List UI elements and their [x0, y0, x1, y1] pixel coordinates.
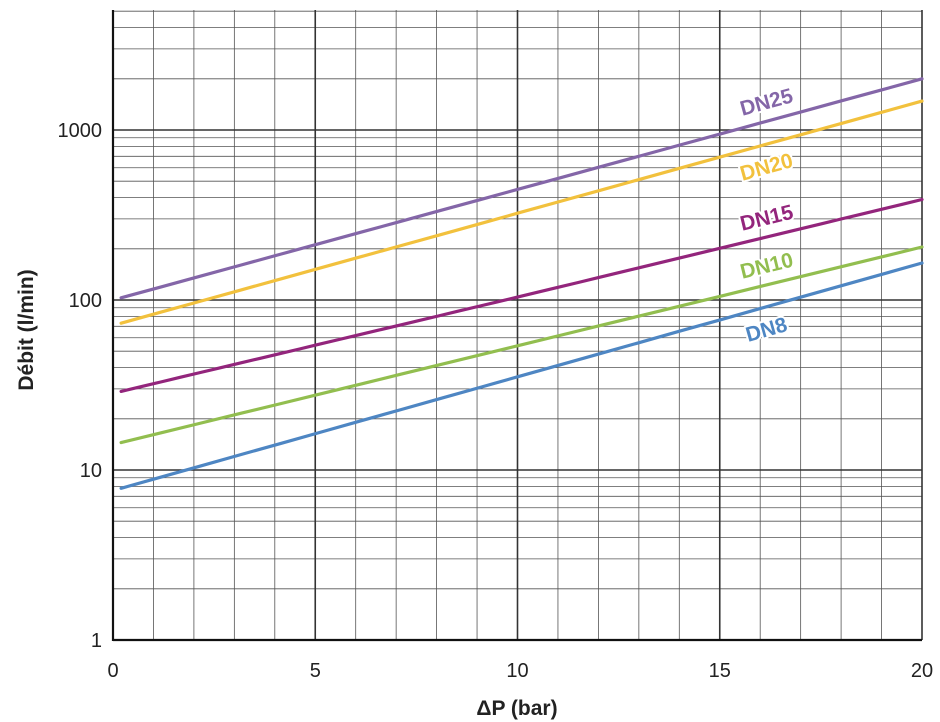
y-axis-title: Débit (l/min) [15, 269, 38, 390]
series-line-dn15 [119, 197, 924, 393]
y-tick-label: 1000 [58, 120, 103, 142]
y-tick-label: 1 [91, 630, 102, 652]
x-tick-label: 15 [709, 660, 731, 682]
y-tick-label: 100 [69, 290, 102, 312]
x-tick-label: 10 [506, 660, 528, 682]
tick-labels: 0 5 10 15 20 1 10 100 1000 [58, 120, 934, 682]
series-line-dn10 [119, 245, 924, 445]
series-line-dn8 [119, 261, 924, 490]
series-lines [119, 77, 924, 490]
x-axis-title: ΔP (bar) [476, 697, 557, 720]
series-label-dn20: DN20 [738, 149, 796, 186]
series-line-dn20 [119, 99, 924, 325]
series-line-dn25 [119, 77, 924, 300]
y-tick-label: 10 [80, 460, 102, 482]
x-tick-label: 20 [911, 660, 933, 682]
axes [111, 10, 922, 642]
x-tick-label: 0 [107, 660, 118, 682]
series-label-dn8: DN8 [743, 313, 790, 347]
x-tick-label: 5 [310, 660, 321, 682]
